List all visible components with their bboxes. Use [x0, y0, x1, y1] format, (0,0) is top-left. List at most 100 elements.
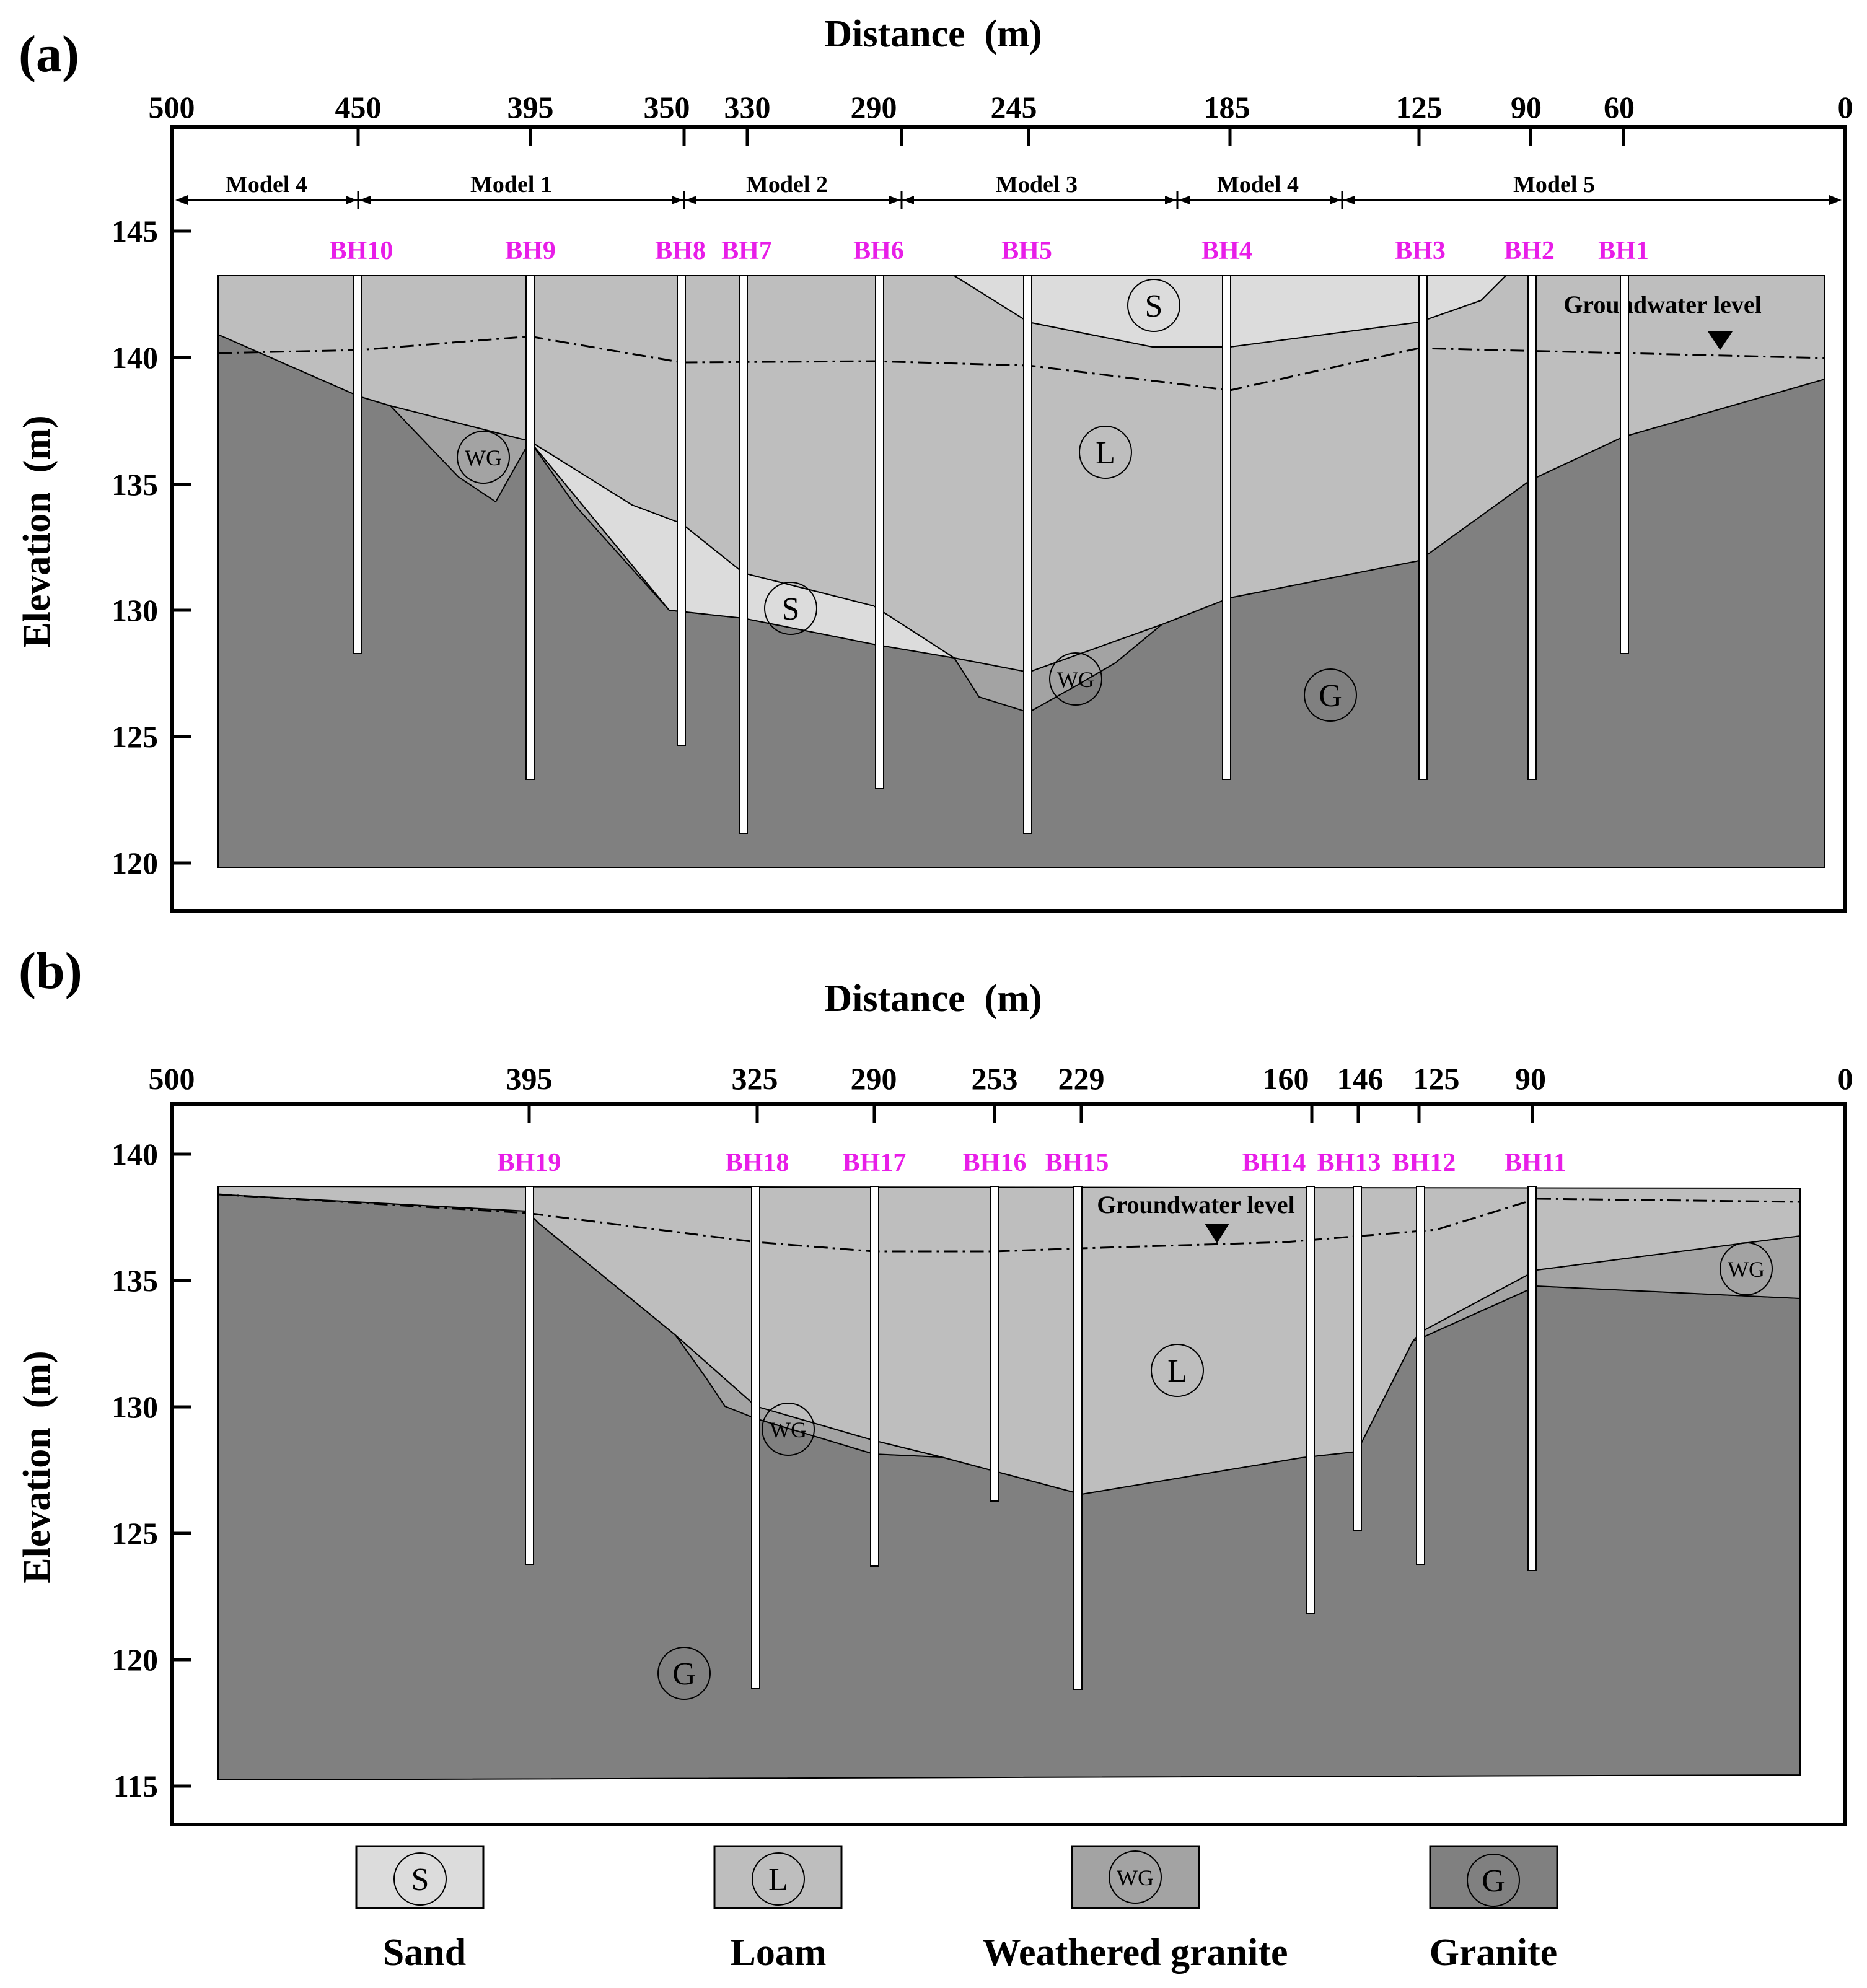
panel-a-y-axis-title: Elevation (m): [16, 415, 58, 647]
borehole: [677, 275, 686, 746]
groundwater-marker: [1205, 1224, 1229, 1243]
legend-loam-symbol: L: [768, 1862, 788, 1898]
weathered-granite-mark: WG: [1728, 1257, 1765, 1282]
y-tick-label: 130: [112, 1390, 158, 1424]
borehole: [353, 275, 362, 654]
y-tick-label: 130: [112, 593, 158, 628]
x-tick-label: 146: [1337, 1061, 1384, 1096]
loam-mark: L: [1096, 436, 1115, 471]
groundwater-label: Groundwater level: [1563, 291, 1762, 318]
model-label: Model 4: [1217, 172, 1299, 198]
legend-swatch-loam: [713, 1845, 843, 1909]
sand-mark: S: [1145, 289, 1163, 324]
borehole-label: BH11: [1505, 1149, 1566, 1177]
panel-b-borehole-labels: BH19 BH18 BH17 BH16 BH15 BH14 BH13 BH12 …: [498, 1149, 1567, 1177]
legend-weathered-granite-circle: [1109, 1850, 1162, 1904]
panel-a-label: (a): [19, 25, 79, 83]
x-tick-label: 60: [1604, 90, 1635, 125]
loam-mark: L: [1167, 1354, 1187, 1389]
y-tick-label: 125: [112, 719, 158, 754]
borehole: [1527, 1186, 1537, 1571]
legend-swatch-sand: [355, 1845, 485, 1909]
legend-loam-circle: [752, 1852, 805, 1906]
panel-b-layers: [217, 1185, 1801, 1781]
panel-b-plot-frame: [170, 1102, 1847, 1826]
borehole-label: BH7: [721, 237, 772, 265]
legend-swatch-weathered-granite: [1071, 1845, 1200, 1909]
borehole-label: BH3: [1395, 237, 1446, 265]
panel-a-borehole-labels: BH10 BH9 BH8 BH7 BH6 BH5 BH4 BH3 BH2 BH1: [330, 237, 1649, 265]
x-tick-label: 330: [724, 90, 771, 125]
x-tick-label: 500: [149, 1061, 195, 1096]
borehole: [875, 275, 884, 789]
x-tick-label: 90: [1515, 1061, 1546, 1096]
panel-b-x-axis-title: Distance (m): [824, 978, 1042, 1020]
borehole-label: BH10: [330, 237, 393, 265]
weathered-granite-mark-circle: [1720, 1242, 1773, 1295]
x-tick-label: 450: [335, 90, 382, 125]
borehole: [525, 275, 535, 780]
panel-b-y-tick-labels: 140 135 130 125 120 115: [112, 1137, 158, 1803]
borehole-label: BH1: [1598, 237, 1649, 265]
borehole: [1527, 275, 1537, 780]
borehole-label: BH18: [726, 1149, 789, 1177]
borehole: [1416, 1186, 1425, 1565]
loam-mark-circle: [1079, 426, 1132, 479]
borehole: [1620, 275, 1629, 654]
y-tick-label: 120: [112, 1642, 158, 1677]
weathered-granite-mark-circle: [762, 1403, 815, 1456]
granite-mark-circle: [657, 1647, 711, 1700]
legend-granite-symbol: G: [1482, 1863, 1505, 1899]
weathered-granite-mark: WG: [1057, 667, 1094, 692]
panel-a-y-tick-labels: 145 140 135 130 125 120: [112, 214, 158, 880]
borehole: [1353, 1186, 1362, 1531]
groundwater-line: [217, 1193, 1801, 1253]
loam-mark-circle: [1151, 1344, 1204, 1397]
weathered-granite-mark-circle: [1049, 652, 1102, 706]
panel-a-y-ticks: [172, 229, 191, 865]
x-tick-label: 185: [1204, 90, 1250, 125]
x-tick-label: 160: [1263, 1061, 1309, 1096]
weathered-granite-mark-circle: [457, 431, 510, 484]
borehole-label: BH17: [843, 1149, 907, 1177]
x-tick-label: 0: [1838, 1061, 1853, 1096]
y-tick-label: 115: [113, 1769, 158, 1803]
panel-a-layers: [217, 275, 1825, 868]
panel-b-x-ticks: [527, 1104, 1534, 1123]
legend-weathered-granite-label: Weathered granite: [982, 1932, 1288, 1974]
legend-granite-label: Granite: [1430, 1932, 1558, 1974]
borehole-label: BH5: [1001, 237, 1052, 265]
panel-a-model-labels: Model 4 Model 1 Model 2 Model 3 Model 4 …: [226, 172, 1595, 198]
model-label: Model 2: [746, 172, 828, 198]
model-label: Model 4: [226, 172, 307, 198]
x-tick-label: 290: [851, 90, 897, 125]
borehole: [525, 1186, 534, 1565]
panel-b-y-axis-title: Elevation (m): [16, 1351, 58, 1583]
x-tick-label: 125: [1413, 1061, 1460, 1096]
panel-b-layer-marks: L WG WG G: [657, 1242, 1773, 1700]
legend: S Sand L Loam WG Weathered granite G Gra…: [355, 1845, 1558, 1974]
y-tick-label: 125: [112, 1516, 158, 1551]
borehole-label: BH4: [1201, 237, 1252, 265]
x-tick-label: 290: [851, 1061, 897, 1096]
borehole-label: BH12: [1392, 1149, 1456, 1177]
groundwater-line: [217, 335, 1825, 392]
borehole: [1418, 275, 1428, 780]
borehole-label: BH19: [498, 1149, 561, 1177]
granite-mark-circle: [1304, 668, 1357, 722]
legend-weathered-granite-symbol: WG: [1117, 1865, 1154, 1890]
panel-a-x-ticks: [356, 127, 1625, 146]
borehole: [1023, 275, 1032, 834]
borehole-label: BH16: [963, 1149, 1027, 1177]
panel-b: (b) Distance (m) 500 395 325 290 253 229…: [16, 942, 1853, 1826]
borehole: [990, 1186, 999, 1502]
y-tick-label: 120: [112, 846, 158, 880]
panel-b-y-ticks: [172, 1152, 191, 1788]
y-tick-label: 135: [112, 1263, 158, 1298]
y-tick-label: 135: [112, 467, 158, 502]
x-tick-label: 0: [1838, 90, 1853, 125]
x-tick-label: 90: [1511, 90, 1542, 125]
borehole-label: BH8: [655, 237, 706, 265]
x-tick-label: 229: [1058, 1061, 1105, 1096]
x-tick-label: 245: [991, 90, 1037, 125]
